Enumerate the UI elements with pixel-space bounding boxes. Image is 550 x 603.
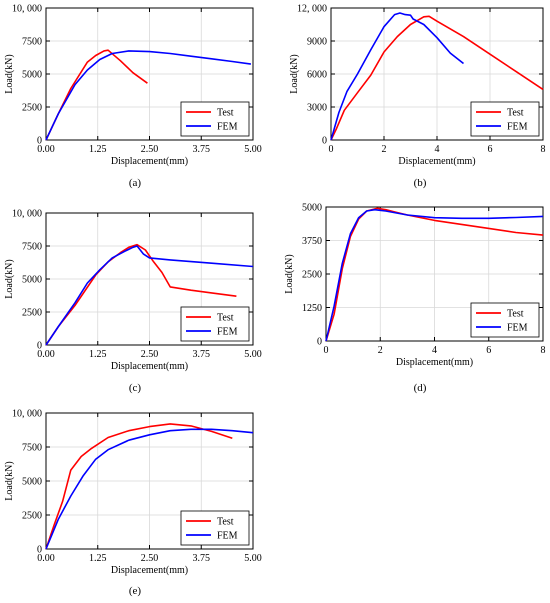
x-axis-label: Displacement(mm) (398, 156, 475, 167)
y-tick-label: 2500 (22, 103, 42, 114)
y-axis-label: Load(kN) (284, 254, 295, 293)
legend-box (180, 510, 250, 546)
panel-caption: (d) (414, 382, 427, 394)
x-tick-label: 4 (435, 144, 440, 155)
y-tick-label: 0 (317, 337, 322, 348)
x-tick-label: 2.50 (141, 144, 159, 155)
x-tick-label: 2 (378, 345, 383, 356)
y-tick-label: 9000 (307, 37, 327, 48)
x-tick-label: 3.75 (193, 349, 211, 360)
x-tick-label: 0 (329, 144, 334, 155)
y-tick-label: 1250 (302, 303, 322, 314)
legend-box (180, 306, 250, 342)
series-line-test (325, 207, 544, 342)
x-tick-label: 4 (432, 345, 437, 356)
y-tick-label: 0 (37, 545, 42, 556)
y-axis-label: Load(kN) (4, 461, 15, 500)
x-axis-label: Displacement(mm) (111, 156, 188, 167)
legend-label-fem: FEM (217, 327, 238, 338)
x-tick-label: 2.50 (141, 349, 159, 360)
x-axis-label: Displacement(mm) (396, 357, 473, 368)
panel-caption: (c) (129, 382, 142, 394)
legend-label-fem: FEM (217, 531, 238, 542)
y-axis-label: Load(kN) (4, 54, 15, 93)
panel-caption: (b) (414, 177, 427, 189)
x-tick-label: 2 (382, 144, 387, 155)
legend-label-test: Test (217, 108, 234, 119)
chart-panel-e: 0.00 1.25 2.50 3.75 5.00 0 2500 5000 7500 10, 000… (4, 409, 262, 598)
x-tick-label: 2.50 (141, 553, 159, 564)
chart-panel-b: 0 2 4 6 8 0 3000 6000 9000 12, 000 Test FEM Displace… (289, 4, 546, 190)
legend-label-test: Test (217, 313, 234, 324)
x-tick-label: 8 (541, 144, 546, 155)
y-tick-label: 5000 (302, 203, 322, 214)
y-tick-label: 5000 (22, 275, 42, 286)
series-line-test (45, 243, 237, 346)
series-line-fem (45, 428, 254, 550)
x-axis-label: Displacement(mm) (111, 565, 188, 576)
legend-label-fem: FEM (507, 122, 528, 133)
chart-panel-c: 0.00 1.25 2.50 3.75 5.00 0 2500 5000 7500 10, 000… (4, 209, 262, 395)
legend-label-fem: FEM (217, 122, 238, 133)
legend-label-test: Test (507, 108, 524, 119)
y-axis-label: Load(kN) (289, 54, 300, 93)
y-tick-label: 7500 (22, 37, 42, 48)
chart-panel-a: 0.00 1.25 2.50 3.75 5.00 0 2500 5000 7500 10, 000… (4, 4, 262, 190)
y-tick-label: 6000 (307, 70, 327, 81)
y-tick-label: 5000 (22, 70, 42, 81)
y-tick-label: 2500 (22, 308, 42, 319)
x-tick-label: 3.75 (193, 553, 211, 564)
x-axis-label: Displacement(mm) (111, 361, 188, 372)
y-tick-label: 0 (322, 136, 327, 147)
series-line-test (330, 15, 544, 141)
y-tick-label: 2500 (22, 511, 42, 522)
legend-box (180, 101, 250, 137)
y-tick-label: 5000 (22, 477, 42, 488)
legend-label-test: Test (507, 309, 524, 320)
x-tick-label: 5.00 (244, 349, 262, 360)
x-tick-label: 3.75 (193, 144, 211, 155)
series-line-fem (45, 245, 254, 346)
y-tick-label: 2500 (302, 270, 322, 281)
panel-caption: (e) (129, 585, 142, 597)
y-tick-label: 10, 000 (12, 4, 42, 15)
y-tick-label: 3000 (307, 103, 327, 114)
x-tick-label: 0.00 (37, 553, 55, 564)
y-tick-label: 10, 000 (12, 209, 42, 220)
x-tick-label: 6 (488, 144, 493, 155)
y-tick-label: 12, 000 (297, 4, 327, 15)
y-tick-label: 0 (37, 341, 42, 352)
series-line-fem (330, 12, 464, 141)
x-tick-label: 1.25 (89, 349, 107, 360)
legend-label-fem: FEM (507, 323, 528, 334)
x-tick-label: 6 (486, 345, 491, 356)
y-tick-label: 3750 (302, 236, 322, 247)
panel-caption: (a) (129, 177, 142, 189)
legend-box (470, 302, 540, 338)
chart-panel-d: 0 2 4 6 8 0 1250 2500 3750 5000 Test FEM Displacemen… (284, 203, 546, 395)
y-tick-label: 7500 (22, 443, 42, 454)
series-line-fem (45, 50, 252, 141)
x-tick-label: 5.00 (244, 553, 262, 564)
y-tick-label: 10, 000 (12, 409, 42, 420)
x-tick-label: 0.00 (37, 349, 55, 360)
x-tick-label: 1.25 (89, 144, 107, 155)
y-axis-label: Load(kN) (4, 259, 15, 298)
y-tick-label: 0 (37, 136, 42, 147)
legend-label-test: Test (217, 517, 234, 528)
series-line-fem (325, 208, 544, 342)
x-tick-label: 1.25 (89, 553, 107, 564)
series-line-test (45, 49, 148, 141)
x-tick-label: 0 (324, 345, 329, 356)
y-tick-label: 7500 (22, 242, 42, 253)
series-line-test (45, 423, 233, 550)
x-tick-label: 8 (541, 345, 546, 356)
legend-box (470, 101, 540, 137)
x-tick-label: 0.00 (37, 144, 55, 155)
x-tick-label: 5.00 (244, 144, 262, 155)
